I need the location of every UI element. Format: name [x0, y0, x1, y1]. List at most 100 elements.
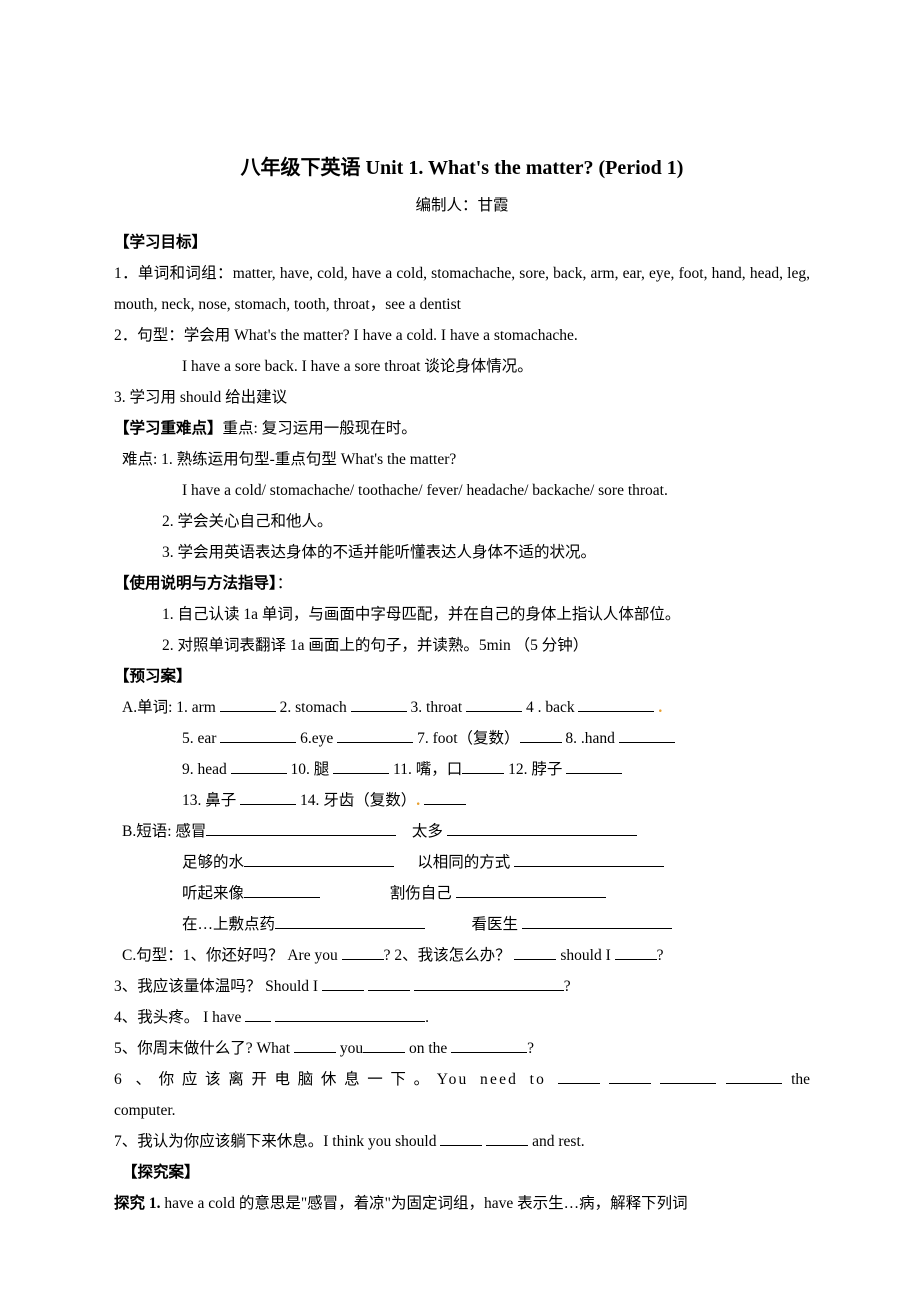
blank[interactable]	[466, 698, 522, 712]
blank[interactable]	[514, 853, 664, 867]
blank[interactable]	[451, 1039, 527, 1053]
blank[interactable]	[244, 853, 394, 867]
c1b: ? 2、我该怎么办？	[384, 947, 515, 964]
blank[interactable]	[456, 884, 606, 898]
blank[interactable]	[514, 946, 556, 960]
c1c: should I	[556, 947, 614, 964]
blank[interactable]	[294, 1039, 336, 1053]
blank[interactable]	[333, 760, 389, 774]
objectives-item2b: I have a sore back. I have a sore throat…	[114, 351, 810, 382]
usage-item2: 2. 对照单词表翻译 1a 画面上的句子，并读熟。5min （5 分钟）	[114, 630, 810, 661]
phrase-2l: 足够的水	[182, 854, 244, 871]
c6b-the: the	[782, 1071, 810, 1088]
blank[interactable]	[615, 946, 657, 960]
blank[interactable]	[275, 915, 425, 929]
vocab-3: 3. throat	[407, 699, 466, 716]
blank[interactable]	[337, 729, 413, 743]
blank[interactable]	[363, 1039, 405, 1053]
blank[interactable]	[619, 729, 675, 743]
explore-1: 探究 1. have a cold 的意思是"感冒，着凉"为固定词组，have …	[114, 1188, 810, 1219]
blank[interactable]	[578, 698, 654, 712]
c4a: 4、我头疼。 I have	[114, 1009, 245, 1026]
blank[interactable]	[440, 1132, 482, 1146]
c3a: 3、我应该量体温吗？ Should I	[114, 978, 322, 995]
vocab-10: 10. 腿	[287, 761, 334, 778]
objectives-item1: 1．单词和词组：matter, have, cold, have a cold,…	[114, 258, 810, 320]
preview-C6b: computer.	[114, 1095, 810, 1126]
preview-header-text: 【预习案】	[114, 668, 192, 685]
blank[interactable]	[447, 822, 637, 836]
blank[interactable]	[240, 791, 296, 805]
vocab-4: 4 . back	[522, 699, 578, 716]
blank[interactable]	[522, 915, 672, 929]
blank[interactable]	[231, 760, 287, 774]
preview-A-label: A.单词:	[122, 699, 176, 716]
c5c: on the	[405, 1040, 451, 1057]
preview-B-row3: 听起来像 割伤自己	[114, 878, 810, 909]
c7b: and rest.	[528, 1133, 584, 1150]
preview-header: 【预习案】	[114, 661, 810, 692]
blank[interactable]	[414, 977, 564, 991]
blank[interactable]	[342, 946, 384, 960]
blank[interactable]	[424, 791, 466, 805]
preview-A-row4: 13. 鼻子 14. 牙齿（复数）.	[114, 785, 810, 816]
blank[interactable]	[220, 698, 276, 712]
vocab-11: 11. 嘴，口	[389, 761, 462, 778]
phrase-1r: 太多	[412, 823, 447, 840]
blank[interactable]	[462, 760, 504, 774]
blank[interactable]	[726, 1070, 782, 1084]
preview-C6: 6 、你应该离开电脑休息一下。You need to the	[114, 1064, 810, 1095]
phrase-3l: 听起来像	[182, 885, 244, 902]
c3b: ?	[564, 978, 571, 995]
preview-B-row4: 在…上敷点药 看医生	[114, 909, 810, 940]
blank[interactable]	[244, 884, 320, 898]
blank[interactable]	[368, 977, 410, 991]
preview-B-label: B.短语:	[122, 823, 175, 840]
blank[interactable]	[566, 760, 622, 774]
orange-dot-icon: .	[654, 699, 662, 716]
blank[interactable]	[206, 822, 396, 836]
c5b: you	[336, 1040, 363, 1057]
orange-dot-icon: .	[416, 792, 424, 809]
page-title: 八年级下英语 Unit 1. What's the matter? (Perio…	[114, 148, 810, 188]
explore-header: 【探究案】	[114, 1157, 810, 1188]
c1d: ?	[657, 947, 664, 964]
usage-header-line: 【使用说明与方法指导】：	[114, 568, 810, 599]
blank[interactable]	[275, 1008, 425, 1022]
keypoints-keyline: 重点: 复习运用一般现在时。	[223, 420, 417, 437]
usage-colon: ：	[277, 575, 293, 592]
author-line: 编制人：甘霞	[114, 190, 810, 221]
vocab-8: 8. .hand	[562, 730, 619, 747]
usage-item1: 1. 自己认读 1a 单词，与画面中字母匹配，并在自己的身体上指认人体部位。	[114, 599, 810, 630]
blank[interactable]	[220, 729, 296, 743]
preview-A-row2: 5. ear 6.eye 7. foot（复数） 8. .hand	[114, 723, 810, 754]
preview-A-row1: A.单词: 1. arm 2. stomach 3. throat 4 . ba…	[114, 692, 810, 723]
preview-C1: C.句型：1、你还好吗？ Are you ? 2、我该怎么办？ should I…	[114, 940, 810, 971]
preview-C4: 4、我头疼。 I have .	[114, 1002, 810, 1033]
preview-C-label: C.句型：	[122, 947, 183, 964]
c5a: 5、你周末做什么了? What	[114, 1040, 294, 1057]
keypoints-line: 【学习重难点】重点: 复习运用一般现在时。	[114, 413, 810, 444]
vocab-12: 12. 脖子	[504, 761, 566, 778]
blank[interactable]	[351, 698, 407, 712]
vocab-9: 9. head	[182, 761, 231, 778]
blank[interactable]	[609, 1070, 651, 1084]
blank[interactable]	[520, 729, 562, 743]
phrase-1l: 感冒	[175, 823, 206, 840]
keypoints-header: 【学习重难点】	[114, 420, 223, 437]
preview-C5: 5、你周末做什么了? What you on the ?	[114, 1033, 810, 1064]
preview-B-row2: 足够的水 以相同的方式	[114, 847, 810, 878]
vocab-13: 13. 鼻子	[182, 792, 240, 809]
c1a: 1、你还好吗？ Are you	[183, 947, 342, 964]
blank[interactable]	[322, 977, 364, 991]
objectives-item2a: 2．句型：学会用 What's the matter? I have a col…	[114, 320, 810, 351]
preview-C7: 7、我认为你应该躺下来休息。I think you should and res…	[114, 1126, 810, 1157]
blank[interactable]	[558, 1070, 600, 1084]
objectives-header: 【学习目标】	[114, 227, 810, 258]
blank[interactable]	[245, 1008, 271, 1022]
preview-B-row1: B.短语: 感冒 太多	[114, 816, 810, 847]
phrase-2r: 以相同的方式	[417, 854, 514, 871]
vocab-7: 7. foot（复数）	[413, 730, 519, 747]
blank[interactable]	[660, 1070, 716, 1084]
blank[interactable]	[486, 1132, 528, 1146]
